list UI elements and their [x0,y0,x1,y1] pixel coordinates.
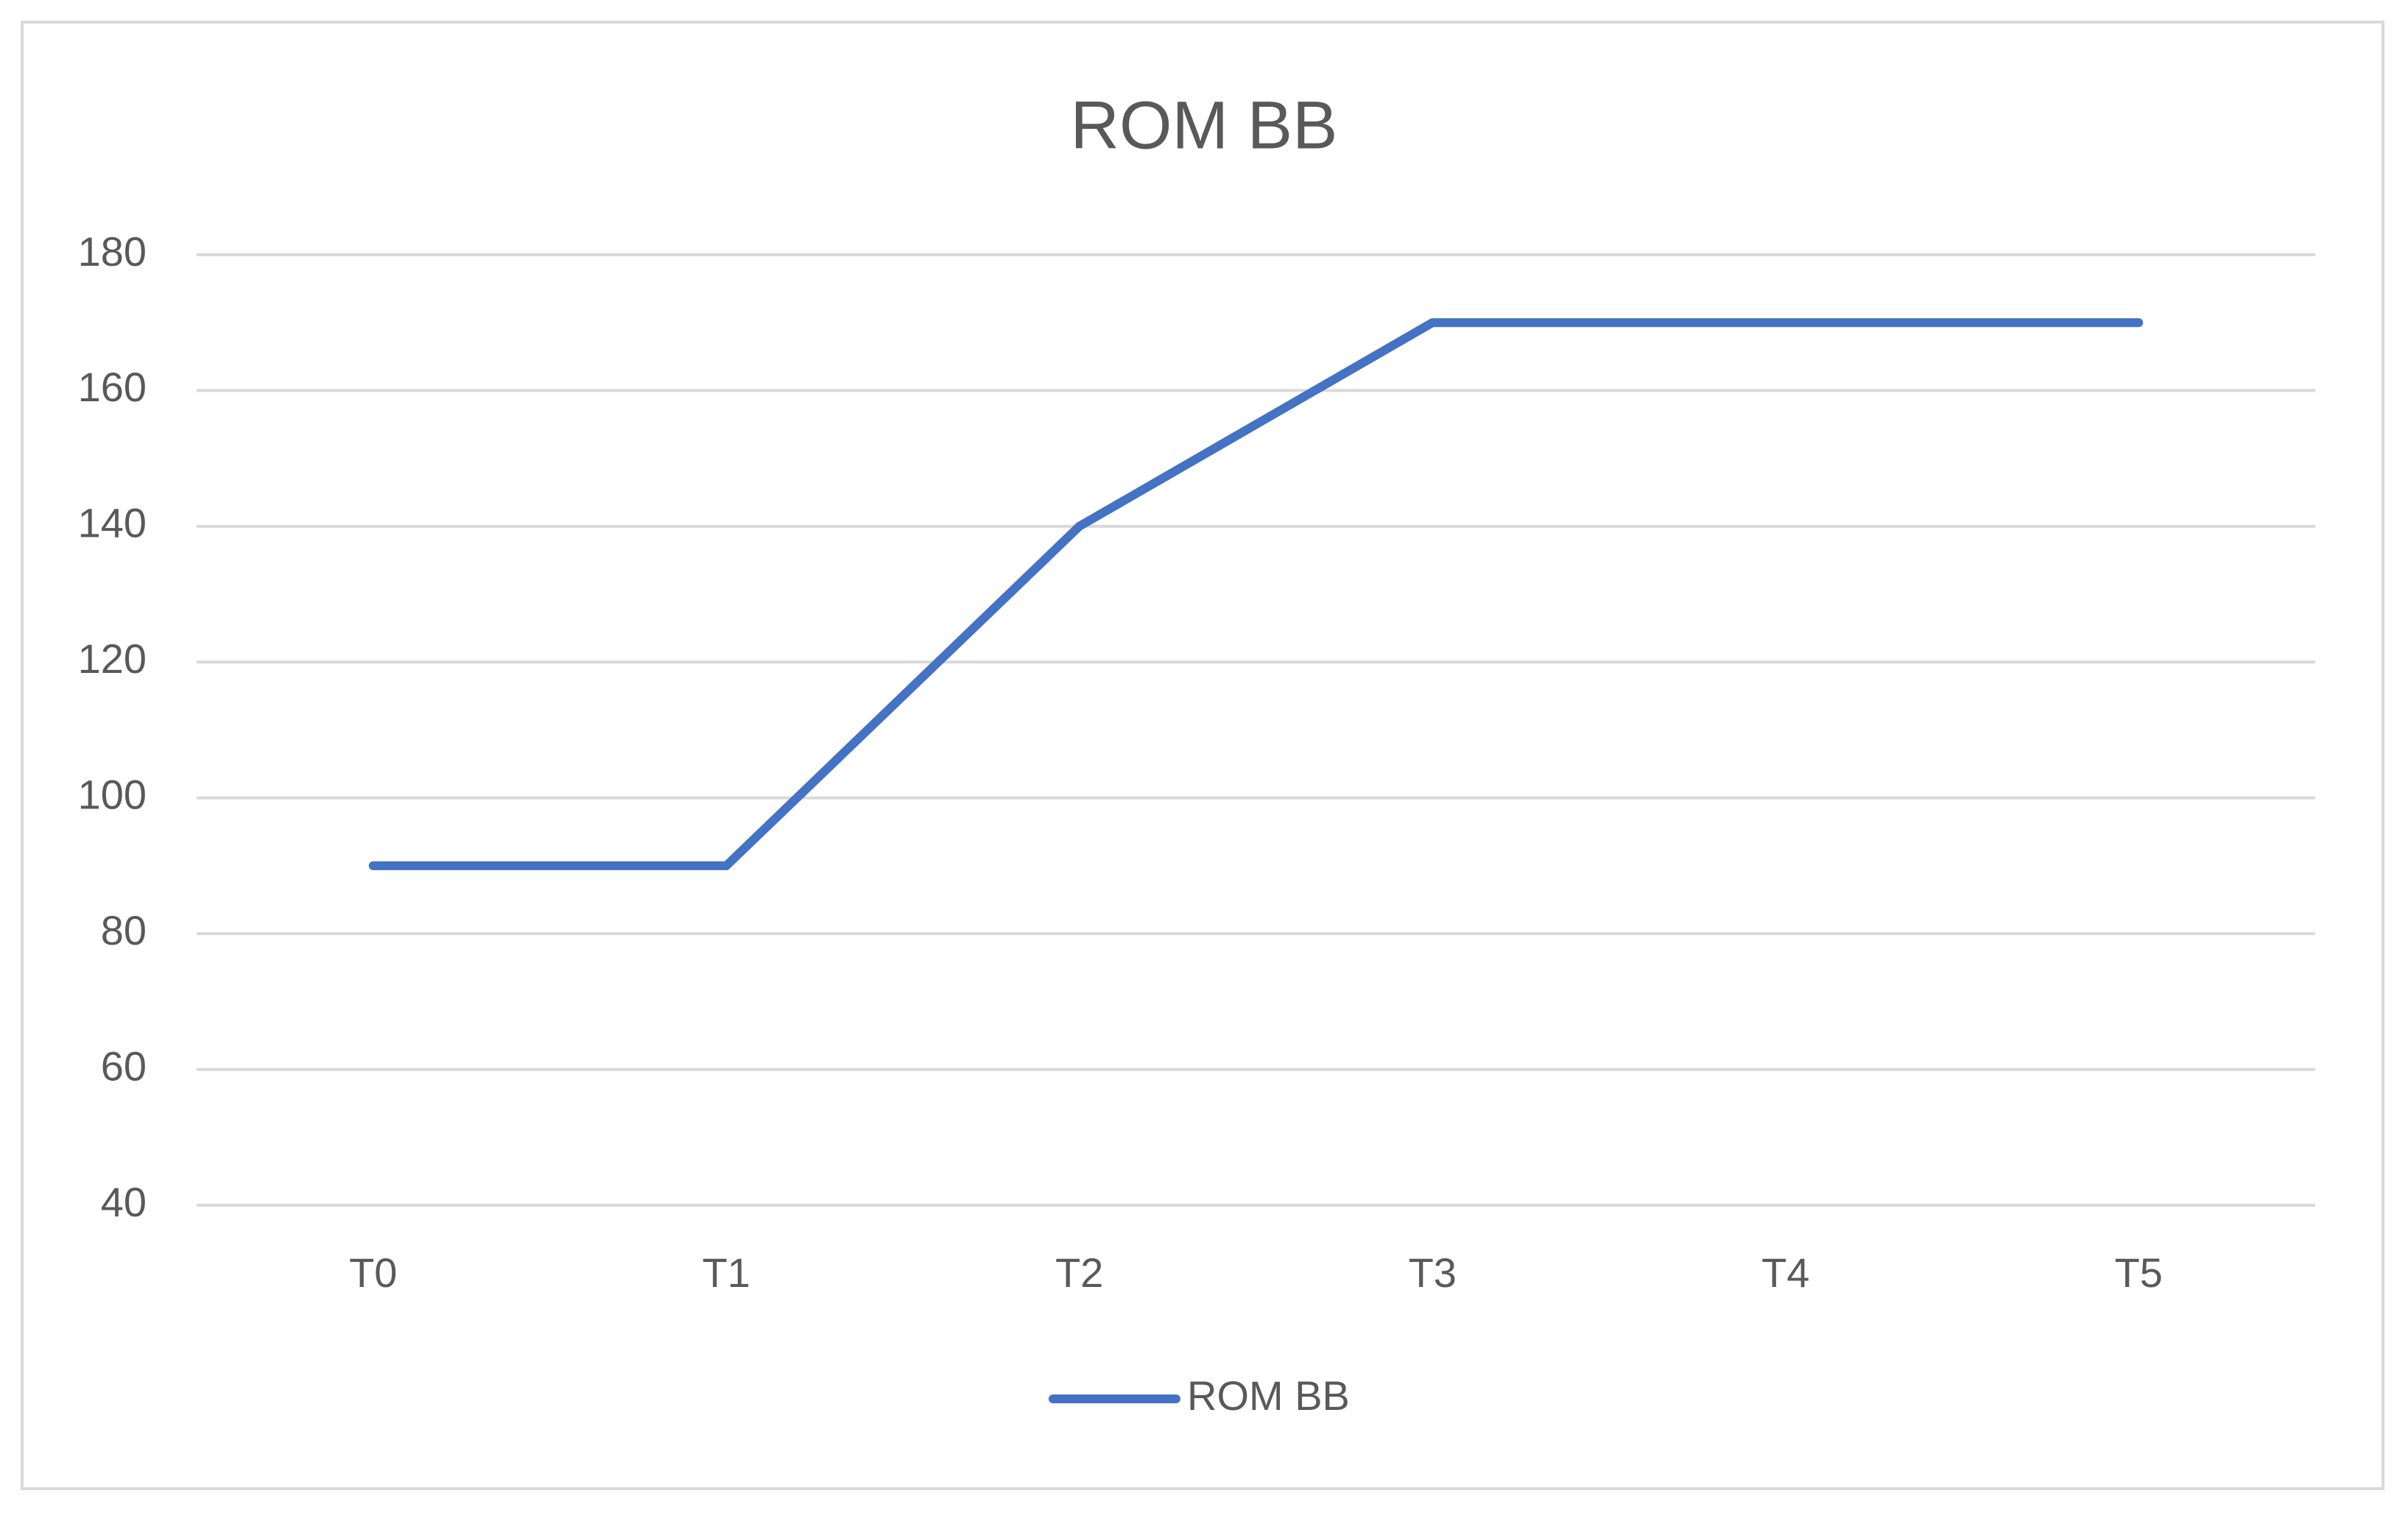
y-tick-label: 180 [78,228,147,275]
x-tick-label: T3 [1409,1249,1457,1296]
x-tick-label: T0 [349,1249,397,1296]
x-tick-label: T4 [1761,1249,1809,1296]
chart-border [21,21,2384,1490]
y-tick-label: 40 [101,1179,147,1225]
y-tick-label: 140 [78,500,147,546]
y-tick-label: 160 [78,364,147,410]
x-tick-label: T1 [703,1249,750,1296]
chart-title: ROM BB [1071,88,1338,163]
y-tick-label: 120 [78,635,147,682]
y-tick-label: 60 [101,1043,147,1089]
y-tick-label: 80 [101,907,147,953]
data-line [368,318,2144,870]
x-tick-label: T5 [2115,1249,2163,1296]
y-tick-label: 100 [78,772,147,818]
x-tick-label: T2 [1055,1249,1103,1296]
legend-label: ROM BB [1187,1372,1350,1419]
